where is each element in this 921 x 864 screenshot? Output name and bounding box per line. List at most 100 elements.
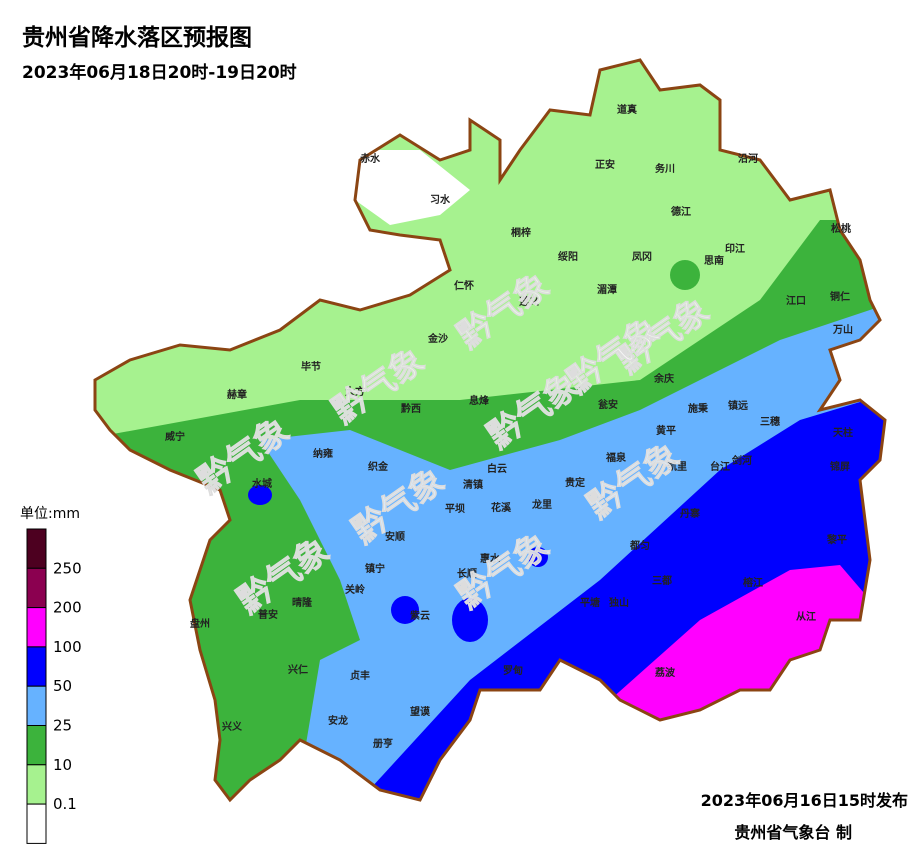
place-label: 思南 [704,254,724,267]
place-label: 兴义 [222,720,243,733]
place-label: 晴隆 [292,596,313,609]
place-label: 凯里 [667,460,687,473]
place-label: 福泉 [605,451,627,464]
place-label: 从江 [796,610,816,623]
place-label: 罗甸 [503,664,523,677]
legend-label: 10 [53,756,72,774]
legend-swatch [26,764,47,805]
legend-label: 50 [53,677,72,695]
issue-time: 2023年06月16日15时发布 [701,791,908,810]
place-label: 正安 [595,158,615,171]
title: 贵州省降水落区预报图 [22,25,252,51]
place-label: 独山 [609,596,629,609]
producer: 贵州省气象台 制 [734,823,852,842]
place-label: 白云 [487,462,507,475]
place-label: 仁怀 [454,279,474,292]
place-label: 贞丰 [350,669,370,682]
place-label: 镇远 [728,399,748,412]
place-label: 德江 [670,205,691,218]
place-label: 息烽 [469,394,490,407]
place-label: 长顺 [457,567,477,580]
place-label: 道真 [617,103,637,116]
place-label: 镇宁 [365,562,385,575]
place-label: 施秉 [688,402,709,415]
legend-swatch [26,803,47,844]
place-label: 花溪 [491,501,512,514]
legend-swatch [26,646,47,687]
place-label: 盘州 [190,617,210,630]
legend-label: 200 [53,599,82,617]
place-label: 丹寨 [680,507,700,520]
place-label: 铜仁 [830,290,850,303]
place-label: 平塘 [580,596,600,609]
place-label: 绥阳 [558,250,578,263]
place-label: 都匀 [629,539,650,552]
area-blue-spot [391,596,419,624]
place-label: 望谟 [410,705,431,718]
place-label: 沿河 [738,152,758,165]
place-label: 平坝 [445,502,465,515]
place-label: 赤水 [360,152,381,165]
legend-swatch [26,528,47,569]
place-label: 纳雍 [313,447,333,460]
place-label: 荔波 [654,666,676,679]
legend-label: 25 [53,717,72,735]
place-label: 瓮安 [598,398,618,411]
place-label: 湄潭 [597,283,617,296]
place-label: 习水 [430,193,451,206]
place-label: 三穗 [760,415,780,428]
legend-label: 0.1 [53,795,77,813]
place-label: 赫章 [227,388,247,401]
place-label: 龙里 [531,498,552,511]
place-label: 三都 [652,574,672,587]
place-label: 大方 [345,385,365,398]
legend-swatch [26,725,47,766]
place-label: 普安 [258,608,278,621]
place-label: 凤冈 [632,251,652,263]
area-blue-spot [452,598,488,642]
place-label: 江口 [786,294,806,307]
place-label: 黔西 [401,402,421,415]
place-label: 台江 [710,460,730,473]
legend-swatch [26,567,47,609]
place-label: 水城 [251,477,272,490]
legend-label: 250 [53,559,82,577]
place-label: 剑河 [731,454,752,467]
place-label: 锦屏 [830,460,850,473]
place-label: 织金 [368,460,389,473]
place-label: 清镇 [463,478,483,491]
area-blue-spot [248,485,272,505]
place-label: 黎平 [827,533,847,546]
area-white [355,150,470,225]
place-label: 印江 [725,242,745,255]
place-label: 兴仁 [288,663,308,676]
place-label: 万山 [832,323,853,336]
place-label: 安顺 [385,530,405,543]
place-label: 紫云 [410,609,430,622]
place-label: 余庆 [653,372,674,385]
legend-label: 100 [53,638,82,656]
area-green-spot [670,260,700,290]
place-label: 威宁 [165,430,185,443]
place-label: 惠水 [480,552,501,565]
place-label: 贵定 [565,476,585,489]
place-label: 天柱 [833,426,853,439]
legend-unit: 单位:mm [20,506,80,522]
place-label: 关岭 [345,583,365,596]
legend-swatch [26,685,47,727]
place-label: 松桃 [831,222,851,235]
place-label: 榕江 [743,576,763,589]
place-label: 务川 [655,162,675,175]
legend-swatch [26,607,47,648]
place-label: 金沙 [427,332,448,345]
area-blue-spot [528,547,548,567]
subtitle: 2023年06月18日20时-19日20时 [22,62,297,83]
place-label: 遵义 [519,295,540,308]
place-label: 安龙 [328,714,348,727]
place-label: 毕节 [301,360,321,373]
place-label: 桐梓 [511,226,531,239]
legend: 250 200 100 50 25 10 0.1 [26,528,82,844]
place-label: 册亨 [373,737,393,750]
